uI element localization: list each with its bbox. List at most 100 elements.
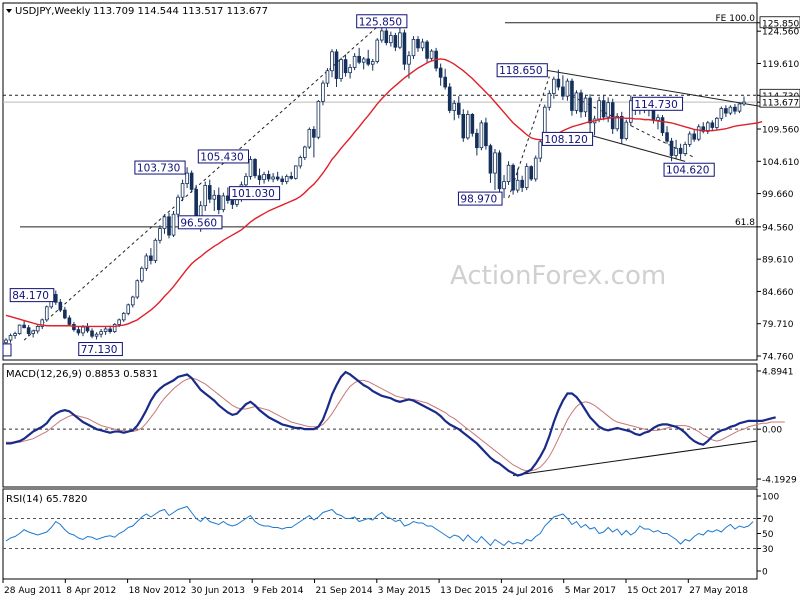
candle xyxy=(724,108,728,114)
candle xyxy=(289,175,294,179)
candle xyxy=(674,147,678,156)
candle xyxy=(687,133,692,145)
candle xyxy=(153,239,158,261)
candle xyxy=(411,38,416,57)
trend-line xyxy=(544,69,763,108)
price-axis-label: 74.760 xyxy=(762,353,794,363)
candle xyxy=(366,58,371,65)
candle xyxy=(656,117,660,121)
watermark: ActionForex.com xyxy=(450,261,666,291)
candle xyxy=(475,132,479,149)
rsi-axis-label: 0 xyxy=(762,568,768,578)
x-axis-label: 15 Oct 2017 xyxy=(627,586,683,596)
candle xyxy=(221,195,226,211)
price-axis-label: 119.610 xyxy=(762,60,799,70)
candle xyxy=(479,122,484,149)
candle xyxy=(144,255,149,269)
candle xyxy=(321,82,325,102)
candle xyxy=(488,145,493,174)
candle xyxy=(90,330,94,337)
candle xyxy=(737,103,742,112)
candle xyxy=(203,185,208,207)
x-axis-label: 27 May 2018 xyxy=(689,586,748,596)
candle xyxy=(416,38,420,49)
candle xyxy=(108,328,112,333)
candle xyxy=(330,51,334,72)
candle xyxy=(669,140,674,156)
candle xyxy=(126,304,131,314)
candle xyxy=(443,76,447,88)
rsi-axis-label: 100 xyxy=(762,493,779,503)
price-axis-label: 104.610 xyxy=(762,158,799,168)
price-annotation: 125.850 xyxy=(359,16,402,28)
x-axis-label: 13 Dec 2015 xyxy=(440,586,498,596)
candle xyxy=(271,176,275,180)
reference-line-label: 61.8 xyxy=(735,218,755,228)
macd-main-line xyxy=(6,370,776,477)
candle xyxy=(266,174,271,180)
candle xyxy=(597,100,601,120)
rsi-axis-label: 70 xyxy=(762,515,774,525)
candle xyxy=(312,129,316,138)
candle xyxy=(515,179,520,191)
price-annotation: 108.120 xyxy=(544,134,587,146)
candle xyxy=(574,92,579,111)
candle xyxy=(484,122,488,147)
candle xyxy=(293,165,298,179)
candle xyxy=(253,159,257,177)
price-axis-label: 94.560 xyxy=(762,223,794,233)
candle xyxy=(375,39,380,62)
candle xyxy=(538,141,543,159)
candle xyxy=(352,55,357,68)
candle xyxy=(307,129,312,148)
candle xyxy=(135,280,140,298)
candle xyxy=(180,183,185,198)
candle xyxy=(248,159,253,177)
trend-line xyxy=(571,95,695,158)
candle xyxy=(185,172,189,184)
candle xyxy=(683,144,687,154)
candle xyxy=(81,326,85,334)
candle xyxy=(280,178,284,182)
ohlc-readout: 113.709 114.544 113.517 113.677 xyxy=(93,6,268,17)
price-annotation-box xyxy=(228,186,281,201)
candle xyxy=(665,132,669,142)
candle xyxy=(339,59,343,79)
candle xyxy=(393,35,398,48)
candle xyxy=(54,294,58,303)
price-axis-label: 79.710 xyxy=(762,320,794,330)
price-axis-label: 124.560 xyxy=(762,28,799,38)
candle xyxy=(461,114,466,139)
candle xyxy=(710,122,715,128)
price-annotation-box xyxy=(134,160,186,175)
candle xyxy=(696,126,701,140)
candle xyxy=(579,92,583,113)
candle xyxy=(343,59,348,74)
candle xyxy=(547,93,552,108)
candle xyxy=(67,317,72,325)
price-annotation-box xyxy=(631,96,684,111)
price-axis-marker xyxy=(759,16,800,29)
candle xyxy=(624,121,629,139)
candle xyxy=(402,32,407,65)
price-annotation-box xyxy=(663,162,715,177)
candle xyxy=(4,339,8,344)
candle xyxy=(466,114,470,139)
price-axis-label: 89.610 xyxy=(762,256,794,266)
candle xyxy=(561,86,565,97)
price-annotation: 77.130 xyxy=(81,344,118,356)
price-header: USDJPY,Weekly 113.709 114.544 113.517 11… xyxy=(6,6,268,17)
candle xyxy=(588,97,592,124)
price-annotation: 98.970 xyxy=(460,194,497,206)
candle xyxy=(171,213,176,236)
x-axis-label: 30 Jun 2013 xyxy=(191,586,245,596)
candle xyxy=(357,55,361,63)
rsi-axis-label: 50 xyxy=(762,530,774,540)
candle xyxy=(348,67,352,74)
candle xyxy=(715,117,719,128)
candle xyxy=(719,108,724,119)
candle xyxy=(389,35,393,44)
price-annotation-box xyxy=(177,215,223,230)
price-annotation: 96.560 xyxy=(180,217,217,229)
